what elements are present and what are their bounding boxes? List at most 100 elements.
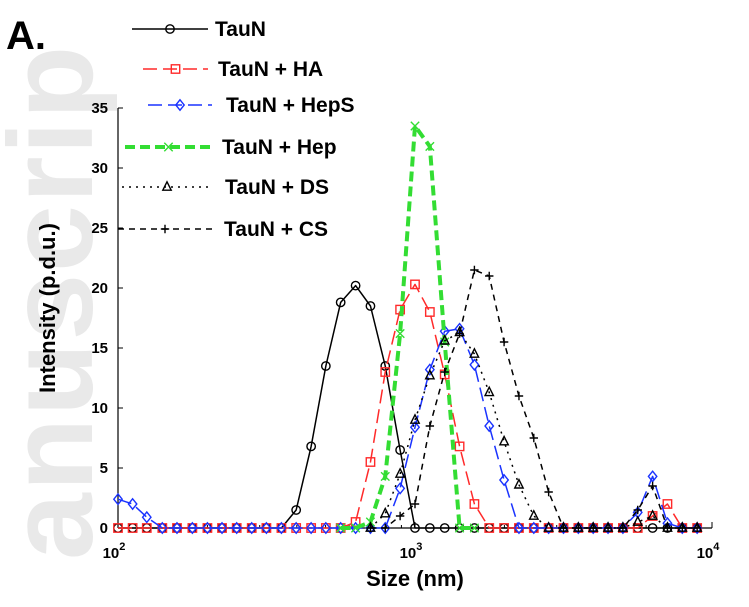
- data-point: [469, 523, 480, 533]
- data-point: [544, 487, 553, 497]
- data-point: [439, 334, 451, 345]
- series-taun-heps: [112, 322, 703, 535]
- legend-marker: [161, 180, 173, 191]
- data-point: [276, 521, 287, 535]
- data-point: [469, 499, 480, 509]
- data-point: [618, 523, 628, 533]
- data-point: [454, 523, 465, 533]
- data-point: [291, 505, 302, 515]
- y-tick-label: 10: [91, 400, 108, 417]
- panel-label: A.: [6, 14, 46, 58]
- data-point: [692, 523, 702, 533]
- data-point: [425, 141, 435, 152]
- series-line: [118, 284, 698, 529]
- data-point: [127, 497, 138, 511]
- data-point: [127, 523, 138, 533]
- data-point: [543, 521, 554, 532]
- data-point: [440, 337, 450, 347]
- legend-item: TauN + Hep: [125, 136, 337, 159]
- legend-label: TauN + DS: [225, 176, 329, 199]
- data-point: [320, 521, 331, 535]
- data-point: [574, 523, 583, 533]
- data-point: [470, 265, 479, 275]
- data-point: [663, 523, 672, 533]
- y-tick-label: 20: [91, 280, 108, 297]
- data-point: [514, 391, 524, 401]
- data-point: [112, 492, 124, 506]
- data-point: [380, 521, 391, 535]
- y-tick-label: 0: [100, 520, 108, 537]
- data-point: [632, 523, 643, 533]
- data-point: [365, 457, 376, 467]
- y-tick-label: 5: [100, 460, 108, 477]
- data-point: [603, 523, 613, 533]
- legend: TauN TauN + HA TauN + HepS TauN + Hep TauN +…: [118, 18, 355, 241]
- series-taun-ha: [113, 279, 703, 533]
- data-point: [394, 467, 406, 478]
- data-point: [231, 521, 242, 535]
- y-tick-label: 30: [91, 160, 108, 177]
- data-point: [424, 523, 435, 533]
- data-point: [499, 337, 509, 347]
- data-point: [559, 523, 568, 533]
- legend-item: TauN + HA: [143, 58, 323, 81]
- data-point: [365, 521, 376, 535]
- data-point: [395, 511, 405, 521]
- data-point: [365, 301, 376, 311]
- data-point: [410, 499, 420, 509]
- data-point: [380, 367, 391, 377]
- legend-marker: [170, 64, 181, 74]
- data-point: [409, 420, 421, 434]
- y-tick-label: 35: [91, 100, 108, 117]
- data-point: [410, 279, 420, 290]
- data-point: [499, 523, 509, 533]
- data-point: [677, 521, 688, 535]
- x-tick-label: 102: [103, 541, 126, 562]
- data-point: [291, 521, 302, 535]
- data-point: [662, 499, 673, 509]
- legend-item: TauN + HepS: [148, 94, 355, 117]
- x-tick-label: 103: [400, 541, 423, 562]
- data-point: [513, 521, 525, 535]
- data-point: [424, 368, 436, 380]
- series-line: [369, 331, 698, 529]
- x-tick-label: 104: [697, 541, 721, 562]
- legend-marker: [165, 24, 175, 34]
- data-point: [485, 271, 494, 281]
- data-point: [424, 363, 435, 376]
- data-point: [202, 521, 213, 535]
- x-axis-label: Size (nm): [366, 566, 464, 591]
- data-point: [410, 121, 420, 131]
- series-line: [340, 124, 475, 530]
- y-tick-label: 15: [91, 340, 108, 357]
- data-point: [558, 521, 569, 535]
- data-point: [141, 510, 152, 524]
- legend-label: TauN + CS: [224, 218, 328, 241]
- data-point: [573, 521, 584, 535]
- data-point: [350, 280, 361, 291]
- y-tick-label: 25: [91, 220, 108, 237]
- data-point: [395, 328, 405, 339]
- data-point: [484, 419, 495, 433]
- legend-label: TauN: [215, 18, 266, 41]
- data-point: [692, 521, 703, 535]
- data-point: [141, 523, 152, 533]
- data-point: [320, 361, 331, 371]
- data-point: [425, 421, 435, 431]
- data-point: [395, 482, 406, 495]
- data-point: [678, 523, 687, 533]
- legend-item: TauN: [132, 18, 266, 41]
- data-point: [439, 523, 450, 533]
- legend-label: TauN + HepS: [226, 94, 355, 117]
- data-point: [588, 523, 598, 533]
- data-point: [216, 521, 228, 535]
- data-point: [454, 441, 465, 452]
- data-point: [455, 329, 464, 338]
- data-point: [261, 521, 272, 535]
- y-axis-label: Intensity (p.d.u.): [35, 223, 60, 393]
- series-taun-ds: [365, 325, 703, 532]
- legend-item: TauN + CS: [118, 218, 328, 241]
- data-point: [647, 509, 658, 520]
